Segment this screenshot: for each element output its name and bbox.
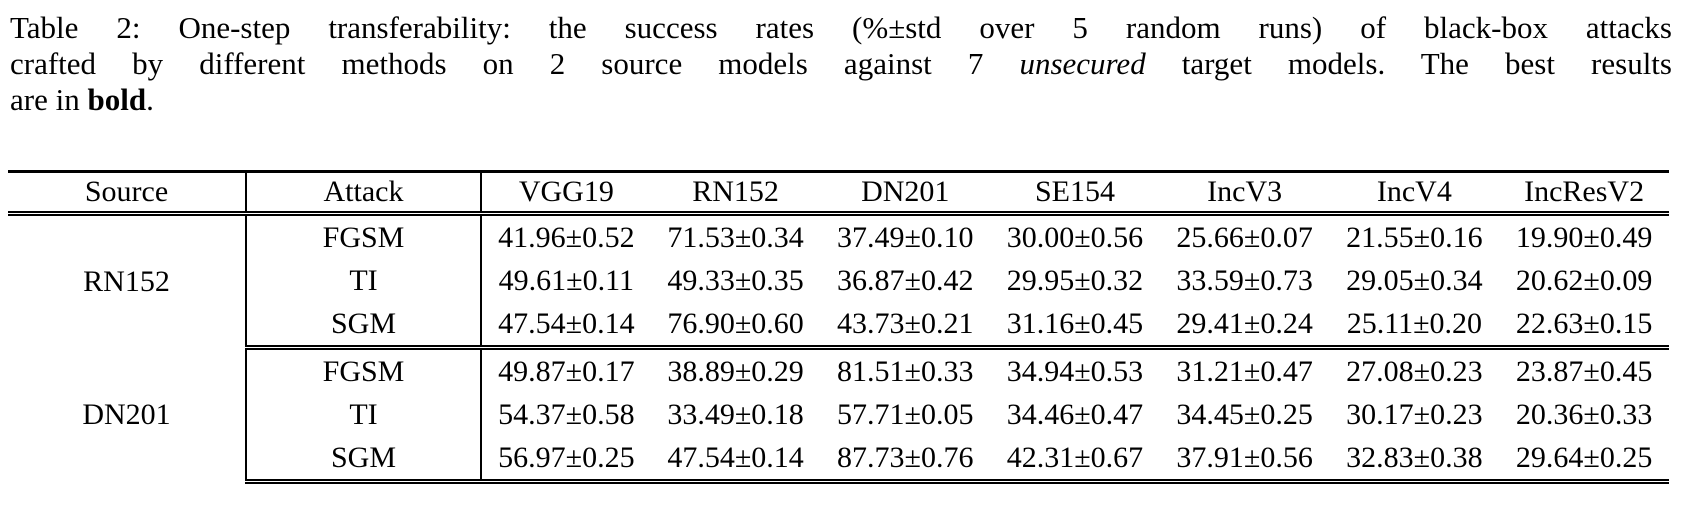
table-row-dn201-sgm: SGM 56.97±0.25 47.54±0.14 87.73±0.76 42.… — [8, 436, 1669, 484]
value-cell: 87.73±0.76 — [820, 436, 991, 484]
value-cell: 57.71±0.05 — [837, 397, 974, 431]
value-cell: 76.90±0.60 — [650, 302, 821, 350]
value-cell: 43.73±0.21 — [820, 302, 991, 350]
caption-bold-word: bold — [87, 82, 147, 117]
attack-cell: FGSM — [246, 347, 482, 393]
value-cell: 19.90±0.49 — [1515, 220, 1653, 254]
table-row-rn152-sgm: SGM 47.54±0.14 76.90±0.60 43.73±0.21 31.… — [8, 302, 1669, 350]
value-cell: 49.61±0.11 — [498, 263, 635, 297]
value-cell: 32.83±0.38 — [1329, 436, 1500, 484]
value-cell: 29.64±0.25 — [1499, 436, 1669, 484]
value-cell: 56.97±0.25 — [481, 436, 651, 484]
value-cell: 29.95±0.32 — [1006, 263, 1144, 297]
value-cell: 30.00±0.56 — [1006, 220, 1144, 254]
attack-cell: SGM — [246, 436, 482, 484]
value-cell: 25.66±0.07 — [1176, 220, 1313, 254]
value-cell: 29.41±0.24 — [1159, 302, 1330, 350]
value-cell: 31.21±0.47 — [1176, 354, 1313, 388]
attack-cell: SGM — [246, 302, 482, 350]
header-se154: SE154 — [990, 170, 1160, 216]
header-incresv2: IncResV2 — [1499, 170, 1669, 216]
attack-cell: TI — [246, 259, 482, 302]
value-cell: 49.33±0.35 — [667, 263, 804, 297]
value-cell: 29.05±0.34 — [1346, 263, 1483, 297]
value-cell: 42.31±0.67 — [990, 436, 1160, 484]
caption-text: crafted by different methods on 2 source… — [10, 46, 1020, 81]
value-cell: 27.08±0.23 — [1346, 354, 1483, 388]
value-cell: 20.62±0.09 — [1515, 263, 1653, 297]
attack-cell: FGSM — [246, 213, 482, 259]
value-cell: 37.49±0.10 — [837, 220, 974, 254]
value-cell: 31.16±0.45 — [990, 302, 1160, 350]
value-cell: 47.54±0.14 — [650, 436, 821, 484]
value-cell: 25.11±0.20 — [1329, 302, 1500, 350]
value-cell: 71.53±0.34 — [667, 220, 804, 254]
attack-cell: TI — [246, 393, 482, 436]
table-caption: Table 2: One-step transferability: the s… — [0, 0, 1682, 118]
table-row-rn152-fgsm: RN152 FGSM 41.96±0.52 71.53±0.34 37.49±0… — [8, 213, 1669, 348]
caption-text: . — [146, 82, 154, 117]
results-table: Source Attack VGG19 RN152 DN201 SE154 In… — [8, 170, 1669, 484]
value-cell: 54.37±0.58 — [498, 397, 635, 431]
value-cell: 34.45±0.25 — [1176, 397, 1313, 431]
header-rn152: RN152 — [650, 170, 821, 216]
table-header: Source Attack VGG19 RN152 DN201 SE154 In… — [8, 170, 1669, 216]
value-cell: 36.87±0.42 — [837, 263, 974, 297]
value-cell: 37.91±0.56 — [1159, 436, 1330, 484]
value-cell: 34.94±0.53 — [1006, 354, 1144, 388]
table-body: RN152 FGSM 41.96±0.52 71.53±0.34 37.49±0… — [8, 213, 1669, 484]
table-row-dn201-ti: TI 54.37±0.58 33.49±0.18 57.71±0.05 34.4… — [8, 393, 1669, 436]
header-source: Source — [8, 170, 247, 216]
header-vgg19: VGG19 — [481, 170, 651, 216]
value-cell: 34.46±0.47 — [1006, 397, 1144, 431]
table-row-rn152-ti: TI 49.61±0.11 49.33±0.35 36.87±0.42 29.9… — [8, 259, 1669, 302]
value-cell: 20.36±0.33 — [1515, 397, 1653, 431]
value-cell: 47.54±0.14 — [481, 302, 651, 350]
value-cell: 49.87±0.17 — [498, 354, 635, 388]
caption-line-2: crafted by different methods on 2 source… — [10, 46, 1672, 82]
value-cell: 33.59±0.73 — [1176, 263, 1313, 297]
value-cell: 30.17±0.23 — [1346, 397, 1483, 431]
header-incv3: IncV3 — [1159, 170, 1330, 216]
header-incv4: IncV4 — [1329, 170, 1500, 216]
value-cell: 23.87±0.45 — [1515, 354, 1653, 388]
table-row-dn201-fgsm: DN201 FGSM 49.87±0.17 38.89±0.29 81.51±0… — [8, 347, 1669, 482]
value-cell: 21.55±0.16 — [1346, 220, 1483, 254]
value-cell: 81.51±0.33 — [837, 354, 974, 388]
table-header-row: Source Attack VGG19 RN152 DN201 SE154 In… — [8, 170, 1669, 216]
caption-text: Table 2: One-step transferability: the s… — [10, 10, 1672, 45]
header-dn201: DN201 — [820, 170, 991, 216]
value-cell: 38.89±0.29 — [667, 354, 804, 388]
caption-text: are in — [10, 82, 88, 117]
caption-italic-word: unsecured — [1019, 46, 1146, 81]
value-cell: 33.49±0.18 — [667, 397, 804, 431]
source-cell: RN152 — [8, 213, 247, 348]
value-cell: 41.96±0.52 — [498, 220, 635, 254]
caption-text: target models. The best results — [1145, 46, 1672, 81]
header-attack: Attack — [246, 170, 482, 216]
caption-line-1: Table 2: One-step transferability: the s… — [10, 10, 1672, 46]
source-cell: DN201 — [8, 347, 247, 482]
caption-line-3: are in bold. — [10, 82, 1672, 118]
value-cell: 22.63±0.15 — [1499, 302, 1669, 350]
